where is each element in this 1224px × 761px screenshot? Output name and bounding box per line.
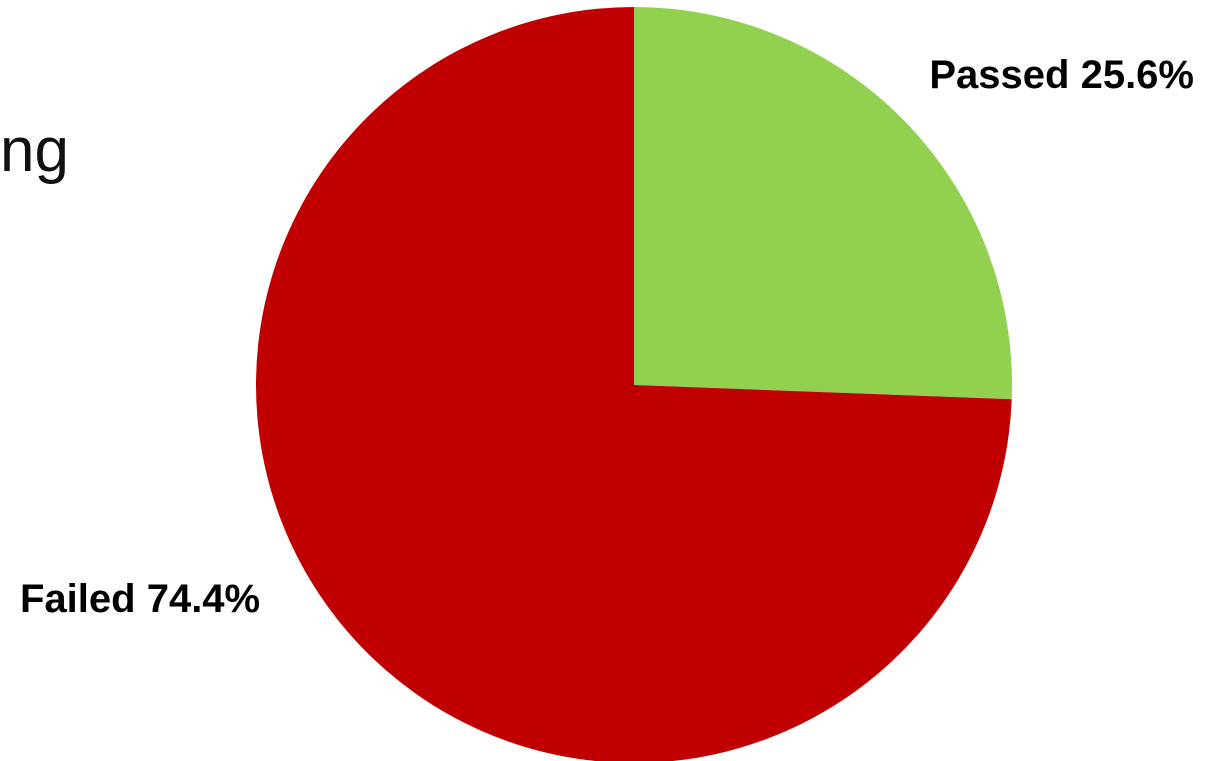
pie-label-failed: Failed 74.4%	[20, 577, 260, 621]
pie-slice-passed	[634, 7, 1012, 400]
pie-labels: Passed 25.6% Failed 74.4%	[20, 53, 1194, 621]
pie-slice-failed	[255, 7, 1012, 761]
pie-label-passed: Passed 25.6%	[929, 53, 1194, 97]
edge-text-fragment: ng	[0, 116, 69, 185]
pie-slices	[255, 7, 1012, 761]
